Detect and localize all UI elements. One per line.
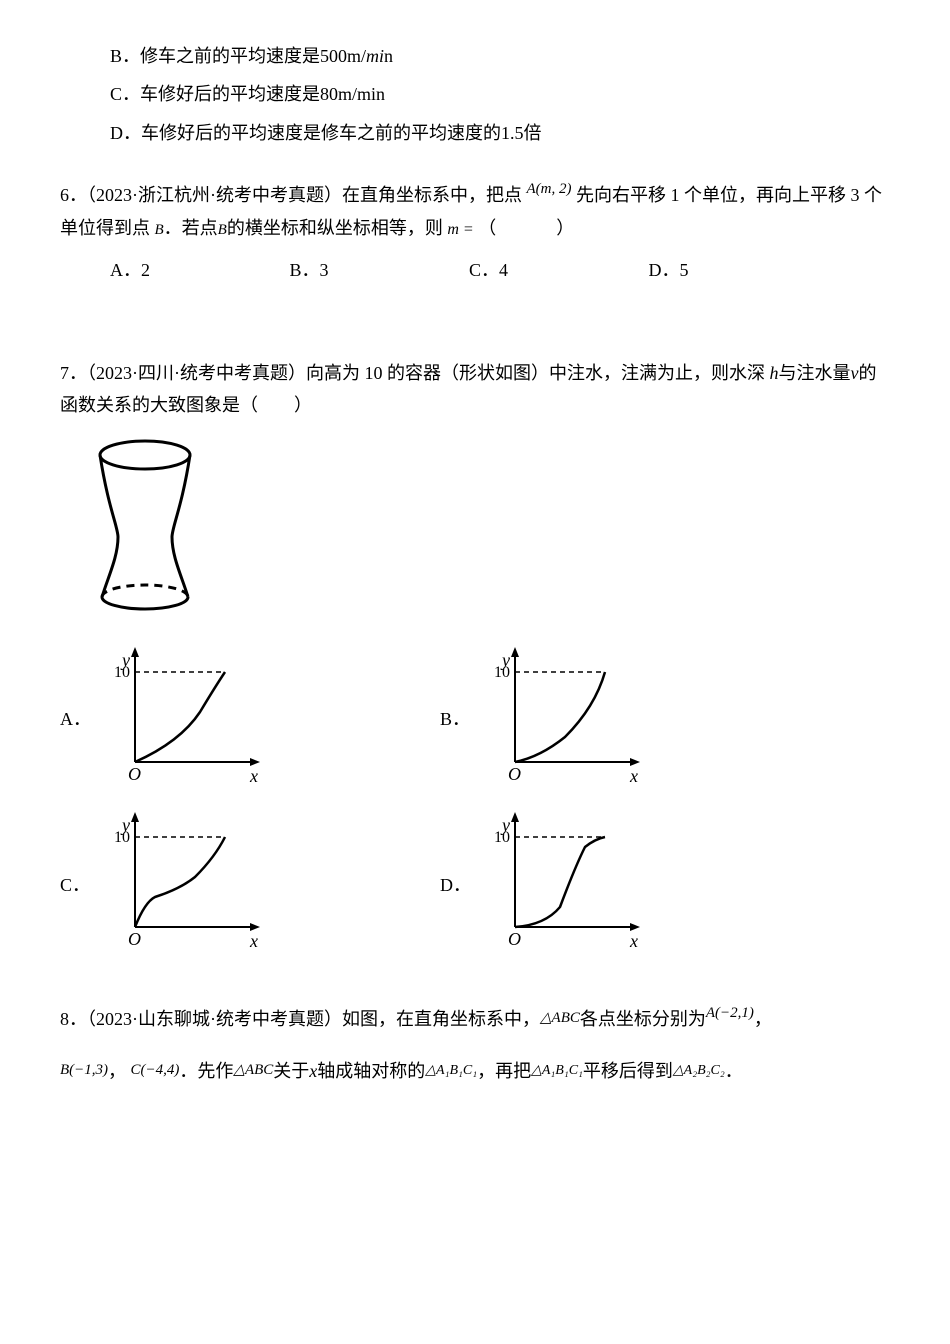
question-8: 8．（2023·山东聊城·统考中考真题）如图，在直角坐标系中，△ABC各点坐标分… bbox=[60, 1003, 890, 1035]
q7-graphs-row1: A． 10 y O x B． bbox=[60, 642, 890, 797]
point-a-coord: A(−2,1) bbox=[706, 1005, 754, 1021]
point-a: A(m, 2) bbox=[527, 181, 572, 197]
q7-option-a-graph: A． 10 y O x bbox=[60, 642, 440, 797]
q7-option-b-graph: B． 10 y O x bbox=[440, 642, 820, 797]
q7-option-d-graph: D． 10 y O x bbox=[440, 807, 820, 962]
question-6: 6．（2023·浙江杭州·统考中考真题）在直角坐标系中，把点 A(m, 2) 先… bbox=[60, 179, 890, 244]
option-b: B．修车之前的平均速度是500m/min bbox=[60, 40, 890, 72]
q6-option-d: D．5 bbox=[649, 254, 824, 286]
svg-text:O: O bbox=[508, 929, 521, 949]
q6-option-c: C．4 bbox=[469, 254, 644, 286]
question-7: 7．（2023·四川·统考中考真题）向高为 10 的容器（形状如图）中注水，注满… bbox=[60, 357, 890, 422]
option-c: C．车修好后的平均速度是80m/min bbox=[60, 78, 890, 110]
triangle-a1b1c1: △A₁B₁C₁ bbox=[425, 1063, 477, 1078]
svg-text:x: x bbox=[249, 766, 258, 786]
svg-text:y: y bbox=[120, 650, 130, 670]
triangle-abc: △ABC bbox=[540, 1010, 580, 1026]
svg-text:x: x bbox=[629, 766, 638, 786]
q7-graphs-row2: C． 10 y O x D． bbox=[60, 807, 890, 962]
option-d: D．车修好后的平均速度是修车之前的平均速度的1.5倍 bbox=[60, 117, 890, 149]
q7-option-c-graph: C． 10 y O x bbox=[60, 807, 440, 962]
svg-text:y: y bbox=[120, 815, 130, 835]
question-8-line2: B(−1,3)， C(−4,4)．先作△ABC关于x轴成轴对称的△A₁B₁C₁，… bbox=[60, 1055, 890, 1087]
svg-text:x: x bbox=[629, 931, 638, 951]
svg-text:O: O bbox=[128, 764, 141, 784]
container-diagram bbox=[90, 437, 890, 627]
svg-text:y: y bbox=[500, 815, 510, 835]
svg-text:x: x bbox=[249, 931, 258, 951]
triangle-a2b2c2: △A₂B₂C₂ bbox=[673, 1063, 725, 1078]
svg-text:O: O bbox=[128, 929, 141, 949]
point-b-coord: B(−1,3) bbox=[60, 1062, 108, 1078]
q6-option-b: B．3 bbox=[290, 254, 465, 286]
svg-text:O: O bbox=[508, 764, 521, 784]
point-c-coord: C(−4,4) bbox=[131, 1062, 180, 1078]
svg-text:y: y bbox=[500, 650, 510, 670]
m-equals: m = bbox=[447, 221, 473, 238]
q6-options: A．2 B．3 C．4 D．5 bbox=[60, 254, 890, 286]
q6-option-a: A．2 bbox=[110, 254, 285, 286]
